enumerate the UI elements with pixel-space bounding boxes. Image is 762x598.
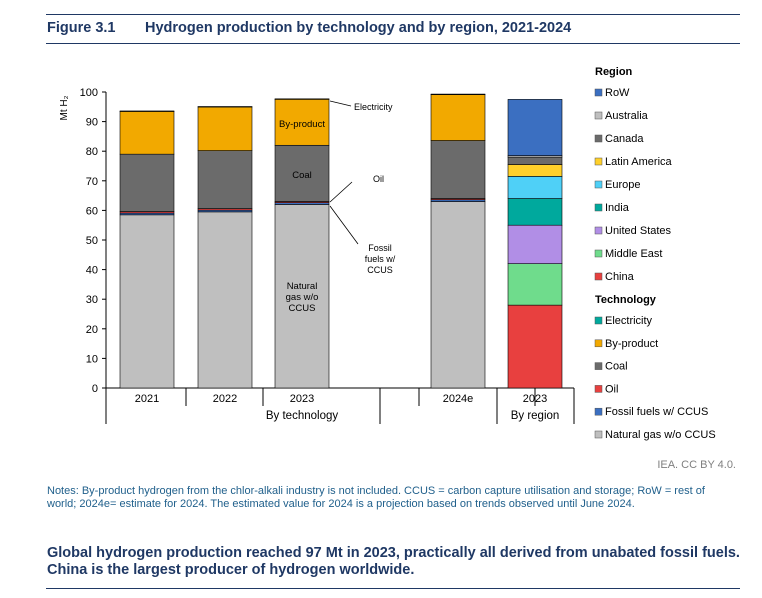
legend-entry: India [605,202,630,214]
y-tick-label: 100 [80,87,98,99]
annotation-natural-gas: gas w/o [286,292,319,303]
bar-segment-coal [119,153,175,212]
y-tick-label: 0 [92,383,98,395]
x-category-label: 2024e [443,393,474,405]
y-tick-label: 50 [86,235,98,247]
legend-entry: Fossil fuels w/ CCUS [605,406,708,418]
legend-heading-technology: Technology [595,294,657,306]
legend-swatch [594,249,603,258]
notes-text: Notes: By-product hydrogen from the chlo… [47,485,705,510]
legend-entry: Latin America [605,156,673,168]
bar-segment-coal [274,144,330,202]
y-tick-label: 20 [86,324,98,336]
bar-segment-natural-gas-w-o-ccus [274,204,330,389]
legend-entry: By-product [605,338,658,350]
y-tick-label: 70 [86,176,98,188]
annotation-fossil-ccus: CCUS [367,265,393,275]
annotation-oil: Oil [373,174,384,184]
legend-entry: Europe [605,179,640,191]
y-tick-label: 60 [86,205,98,217]
legend-swatch [594,203,603,212]
annotation-natural-gas: Natural [287,281,318,292]
annotation-electricity: Electricity [354,102,393,112]
legend-entry: Australia [605,110,649,122]
annotation-by-product: By-product [279,119,325,130]
bar-segment-electricity [197,106,253,108]
y-tick-label: 90 [86,117,98,129]
legend-swatch [594,316,603,325]
legend-entry: Coal [605,361,628,373]
legend-entry: RoW [605,87,630,99]
x-category-label: 2023 [523,393,547,405]
region-segment-china [507,304,563,389]
annotation-leader-electricity [329,100,352,107]
region-segment-canada [507,156,563,165]
figure-title-text: Hydrogen production by technology and by… [145,20,572,36]
x-category-label: 2021 [135,393,159,405]
title-rule [46,43,740,44]
y-axis-label: Mt H₂ [59,95,70,120]
bottom-rule [46,588,740,589]
y-tick-label: 40 [86,265,98,277]
bar-segment-natural-gas-w-o-ccus [119,214,175,389]
legend-swatch [594,339,603,348]
annotation-fossil-ccus: fuels w/ [365,254,396,264]
summary-text: Global hydrogen production reached 97 Mt… [47,545,740,578]
legend-swatch [594,385,603,393]
region-segment-middle-east [507,263,563,306]
bar-segment-coal [197,150,253,209]
legend-swatch [594,226,603,235]
annotation-leader-fossil-ccus [329,205,359,245]
figure-title: Figure 3.1 Hydrogen production by technol… [47,20,571,36]
legend-entry: Canada [605,133,644,145]
legend-swatch [594,134,603,143]
bar-segment-by-product [119,110,175,155]
legend-swatch [594,157,603,166]
bar-segment-coal [430,140,486,199]
bar-segment-by-product [274,98,330,146]
annotation-coal: Coal [292,170,312,181]
bar-segment-electricity [119,110,175,112]
legend-entry: Electricity [605,315,653,327]
legend-swatch [594,362,603,370]
x-category-label: 2023 [290,393,314,405]
credit-line: IEA. CC BY 4.0. [657,459,736,471]
bar-segment-by-product [430,94,486,141]
bar-segment-by-product [197,106,253,151]
legend-swatch [594,111,603,120]
legend-heading-region: Region [595,66,633,78]
annotation-leader-oil [329,181,353,203]
bar-segment-electricity [430,93,486,95]
figure-number: Figure 3.1 [47,20,116,36]
legend-swatch [594,430,603,439]
annotation-fossil-ccus: Fossil [368,243,392,253]
top-rule [46,14,740,15]
bar-segment-natural-gas-w-o-ccus [430,201,486,389]
y-tick-label: 30 [86,294,98,306]
y-tick-label: 10 [86,353,98,365]
bar-segment-electricity [274,98,330,100]
legend-entry: Oil [605,383,618,395]
region-segment-latin-america [507,164,563,177]
annotation-natural-gas: CCUS [289,303,316,314]
legend-swatch [594,88,603,97]
region-segment-row [507,99,563,156]
region-segment-india [507,198,563,226]
group-label-by-region: By region [511,410,560,422]
legend-entry: Natural gas w/o CCUS [605,429,716,441]
y-tick-label: 80 [86,146,98,158]
legend-entry: United States [605,225,672,237]
bar-segment-natural-gas-w-o-ccus [197,211,253,389]
region-segment-europe [507,176,563,199]
legend-entry: China [605,271,635,283]
legend-swatch [594,407,603,416]
group-label-by-technology: By technology [266,410,338,422]
x-category-label: 2022 [213,393,237,405]
legend-swatch [594,272,603,281]
region-segment-united-states [507,224,563,264]
legend-swatch [594,180,603,189]
legend-entry: Middle East [605,248,662,260]
